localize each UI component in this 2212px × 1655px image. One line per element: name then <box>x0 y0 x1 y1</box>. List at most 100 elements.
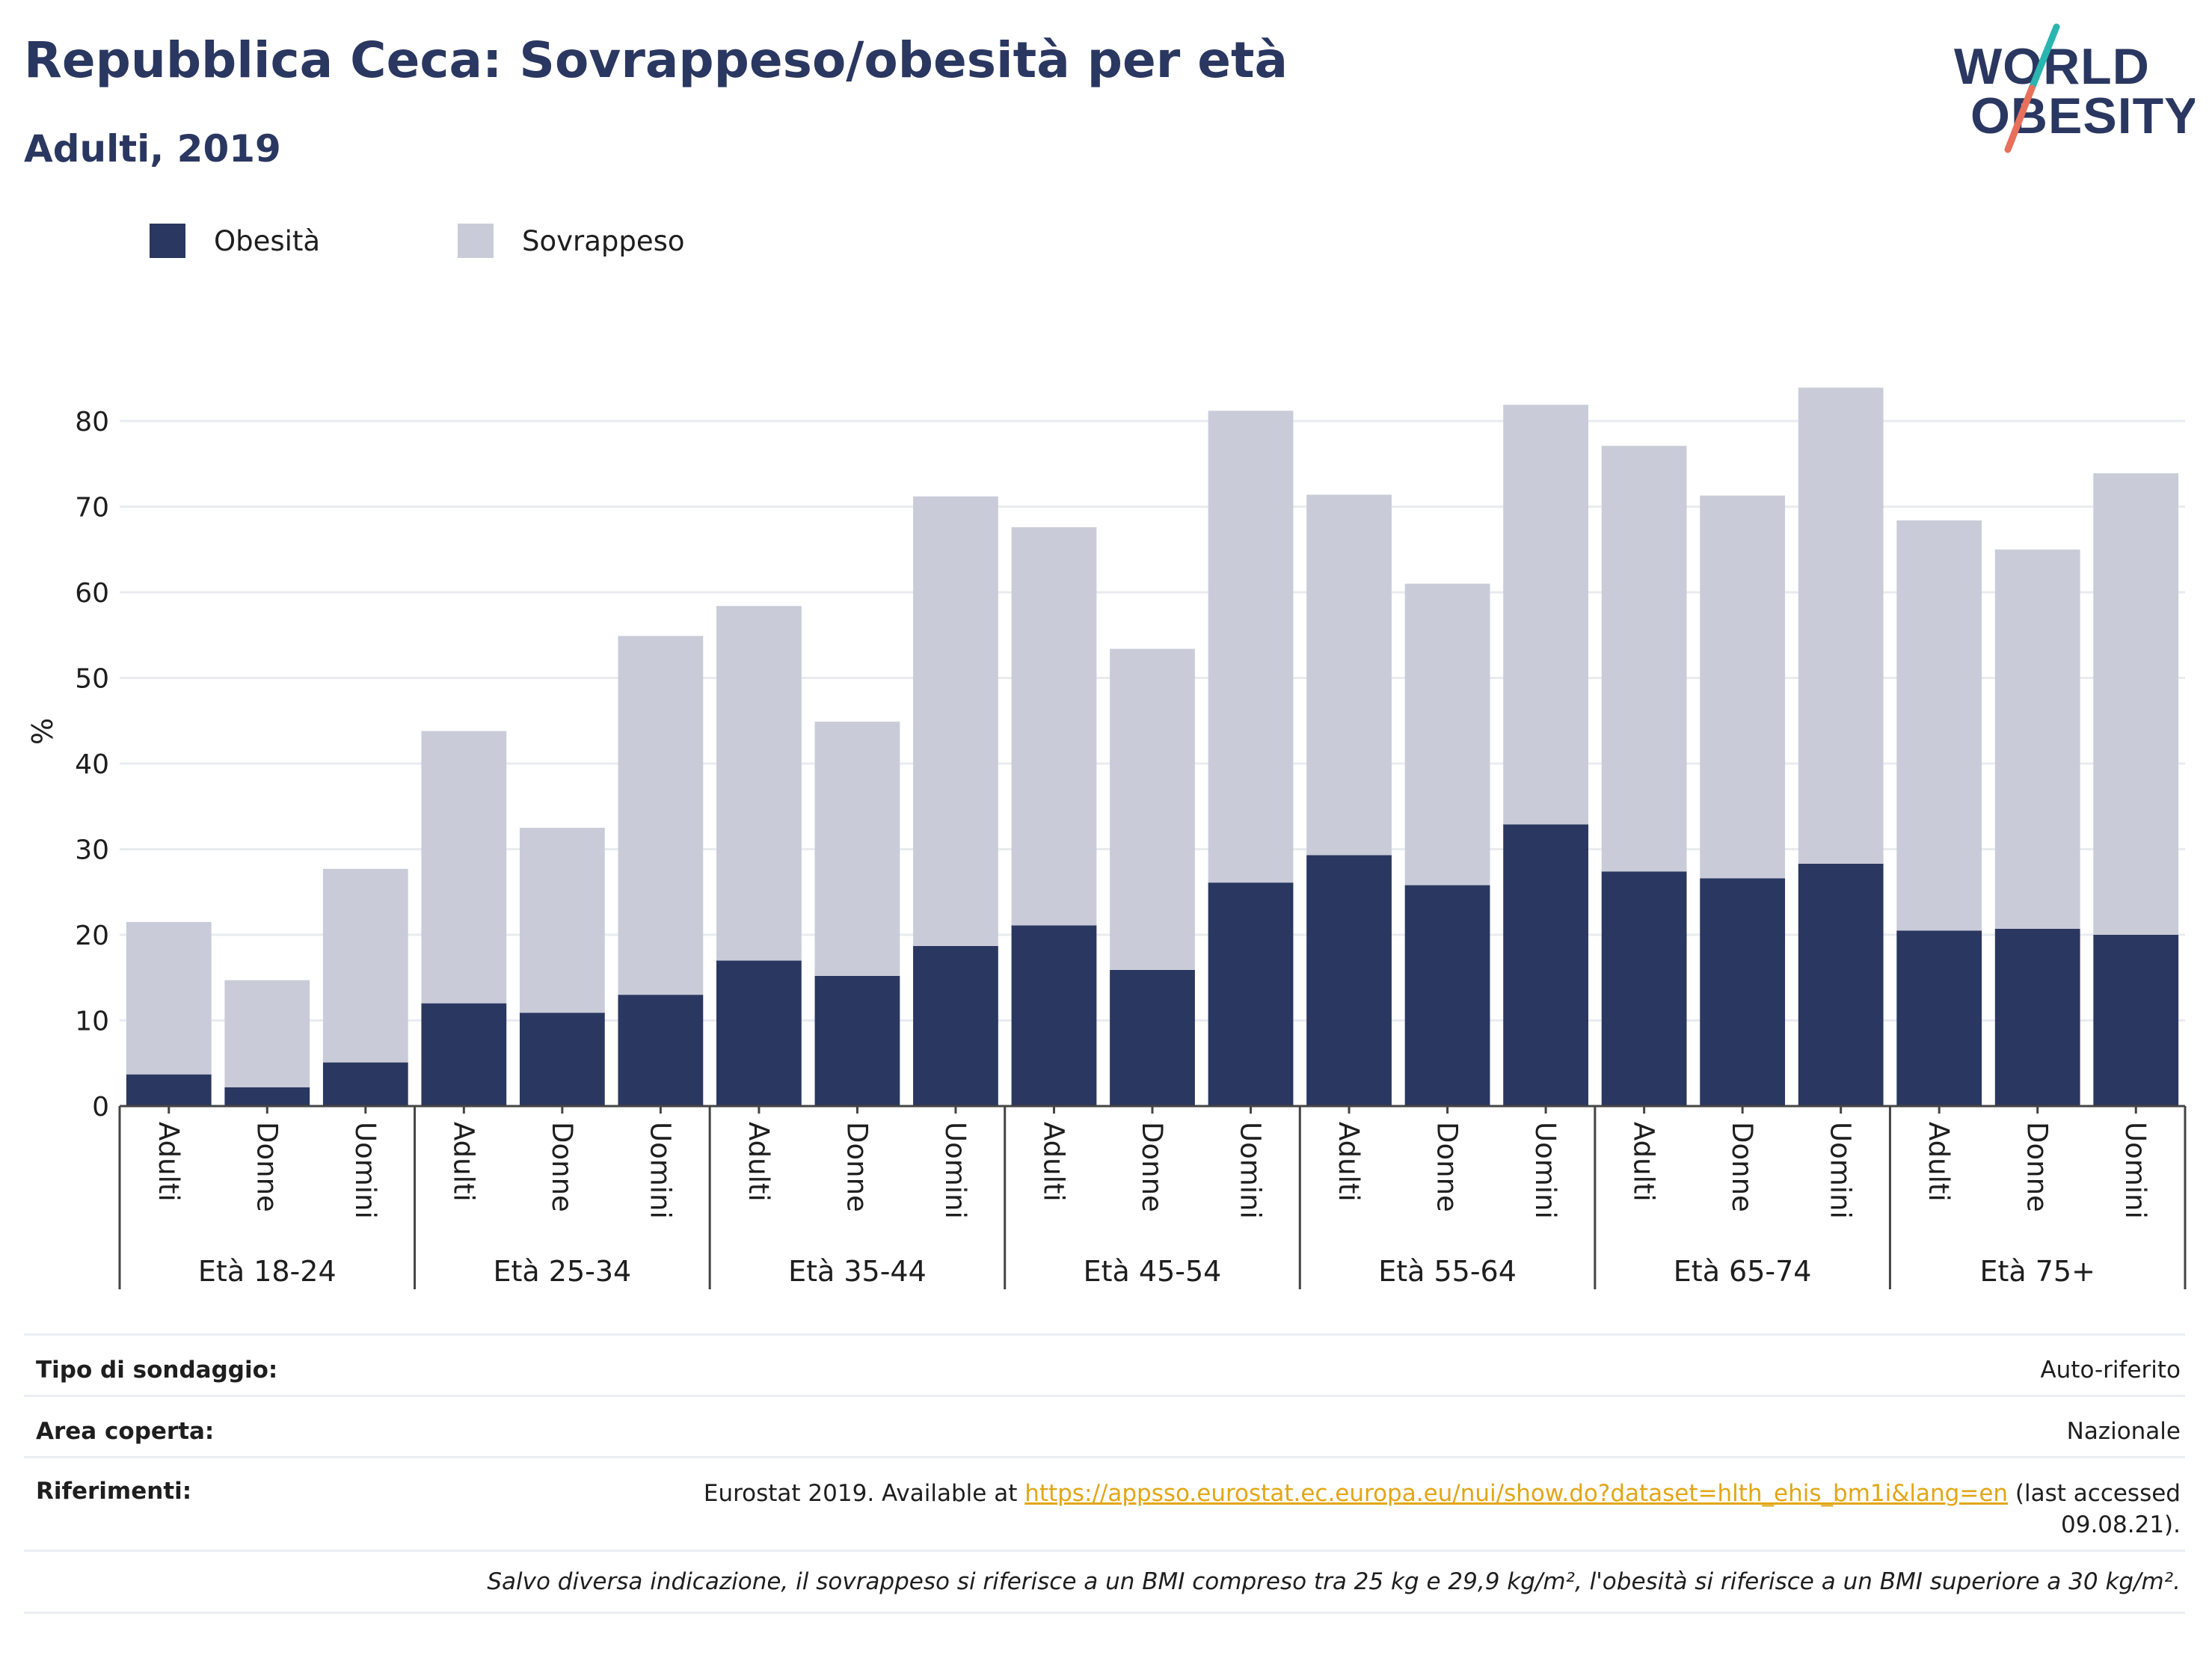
info-label-area: Area coperta: <box>36 1418 215 1445</box>
reference-accessed-date: 09.08.21). <box>2061 1511 2181 1538</box>
x-tick-label-uomini: Uomini <box>939 1122 971 1219</box>
group-label: Età 45-54 <box>1084 1255 1222 1288</box>
info-label-references: Riferimenti: <box>36 1478 192 1505</box>
reference-prefix: Eurostat 2019. Available at <box>703 1480 1025 1507</box>
x-tick-label-adulti: Adulti <box>1923 1122 1955 1202</box>
bar-sovrappeso <box>1110 648 1195 970</box>
x-tick-label-donne: Donne <box>251 1122 283 1212</box>
reference-link[interactable]: https://appsso.eurostat.ec.europa.eu/nui… <box>1024 1480 2009 1507</box>
x-tick-label-donne: Donne <box>1136 1122 1168 1212</box>
x-tick-label-donne: Donne <box>1726 1122 1758 1212</box>
footnote: Salvo diversa indicazione, il sovrappeso… <box>24 1550 2185 1614</box>
info-row-survey-type: Tipo di sondaggio: Auto-riferito <box>24 1333 2185 1395</box>
y-tick-label: 10 <box>75 1007 109 1037</box>
bar-obesita <box>322 1062 408 1106</box>
bar-obesita <box>1798 863 1884 1106</box>
x-tick-label-adulti: Adulti <box>447 1122 479 1202</box>
y-axis-label: % <box>26 718 59 745</box>
bar-sovrappeso <box>618 636 704 995</box>
info-row-references: Riferimenti: Eurostat 2019. Available at… <box>24 1456 2185 1550</box>
group-label: Età 25-34 <box>494 1255 632 1288</box>
bar-sovrappeso <box>1896 520 1982 931</box>
x-tick-label-uomini: Uomini <box>349 1122 381 1219</box>
bar-sovrappeso <box>1994 549 2080 929</box>
legend-label-obesita: Obesità <box>214 224 321 257</box>
bars <box>126 387 2179 1106</box>
bar-obesita <box>1404 885 1490 1106</box>
bar-obesita <box>1700 878 1786 1106</box>
x-tick-label-adulti: Adulti <box>1037 1122 1069 1202</box>
bar-obesita <box>1503 824 1588 1106</box>
logo-slash-coral <box>2004 85 2036 153</box>
axes: 0 10 20 30 40 50 60 70 80 Adulti Donne Uomini Adulti… <box>75 407 2187 1289</box>
x-tick-label-uomini: Uomini <box>1235 1122 1267 1219</box>
x-tick-label-donne: Donne <box>1431 1122 1463 1212</box>
bar-sovrappeso <box>322 868 408 1063</box>
y-tick-label: 30 <box>75 835 109 866</box>
bar-obesita <box>2093 935 2179 1106</box>
group-label: Età 75+ <box>1979 1255 2095 1288</box>
bar-obesita <box>913 945 998 1106</box>
logo-text-obesity: OBESITY <box>1970 87 2195 144</box>
info-table: Tipo di sondaggio: Auto-riferito Area co… <box>24 1333 2185 1614</box>
bar-obesita <box>1306 855 1392 1106</box>
legend-item-sovrappeso[interactable]: Sovrappeso <box>458 221 685 260</box>
bar-sovrappeso <box>1503 405 1588 825</box>
bar-sovrappeso <box>1700 495 1786 879</box>
x-tick-label-adulti: Adulti <box>153 1122 185 1202</box>
bar-obesita <box>421 1003 507 1106</box>
bar-obesita <box>224 1087 310 1106</box>
y-tick-label: 70 <box>75 493 109 523</box>
x-tick-label-donne: Donne <box>2021 1122 2053 1212</box>
x-tick-label-donne: Donne <box>841 1122 873 1212</box>
bar-sovrappeso <box>1011 526 1097 926</box>
bar-sovrappeso <box>913 496 998 946</box>
group-label: Età 18-24 <box>198 1255 337 1288</box>
x-tick-label-adulti: Adulti <box>743 1122 775 1202</box>
bar-obesita <box>519 1013 605 1106</box>
info-row-area: Area coperta: Nazionale <box>24 1395 2185 1456</box>
x-tick-label-uomini: Uomini <box>1529 1122 1561 1219</box>
bar-sovrappeso <box>421 731 507 1004</box>
bar-sovrappeso <box>126 921 212 1075</box>
y-tick-label: 80 <box>75 407 109 437</box>
logo-slash-teal <box>2028 23 2060 92</box>
legend-item-obesita[interactable]: Obesità <box>150 221 320 260</box>
y-tick-label: 50 <box>75 664 109 695</box>
bar-obesita <box>1011 925 1097 1106</box>
bar-obesita <box>1896 930 1982 1106</box>
x-tick-label-donne: Donne <box>546 1122 578 1212</box>
info-value-references: Eurostat 2019. Available at https://apps… <box>24 1458 2185 1541</box>
info-value-area: Nazionale <box>2066 1418 2181 1445</box>
x-tick-label-adulti: Adulti <box>1628 1122 1660 1202</box>
bar-sovrappeso <box>1306 494 1392 856</box>
legend-swatch-obesita <box>150 224 185 258</box>
legend-swatch-sovrappeso <box>458 224 494 258</box>
chart-title: Repubblica Ceca: Sovrappeso/obesità per … <box>24 31 1288 89</box>
bar-obesita <box>1208 882 1294 1106</box>
bar-obesita <box>1994 928 2080 1106</box>
x-tick-label-adulti: Adulti <box>1333 1122 1365 1202</box>
bar-sovrappeso <box>1404 583 1490 885</box>
bar-sovrappeso <box>519 827 605 1013</box>
info-value-survey-type: Auto-riferito <box>2040 1357 2181 1384</box>
bar-sovrappeso <box>1208 411 1294 883</box>
bar-sovrappeso <box>1798 387 1884 864</box>
bar-obesita <box>126 1074 212 1106</box>
bar-obesita <box>1601 871 1687 1106</box>
y-tick-label: 0 <box>92 1092 109 1123</box>
bar-sovrappeso <box>716 606 802 961</box>
x-tick-label-uomini: Uomini <box>644 1122 676 1219</box>
bar-obesita <box>618 995 704 1106</box>
bar-sovrappeso <box>224 980 310 1087</box>
group-label: Età 65-74 <box>1674 1255 1812 1288</box>
chart-subtitle: Adulti, 2019 <box>24 127 281 171</box>
bar-sovrappeso <box>814 721 900 976</box>
bar-obesita <box>814 975 900 1106</box>
reference-suffix: (last accessed <box>2008 1480 2181 1507</box>
info-label-survey-type: Tipo di sondaggio: <box>36 1357 278 1384</box>
group-label: Età 35-44 <box>788 1255 927 1288</box>
bar-obesita <box>1110 969 1195 1106</box>
bar-sovrappeso <box>1601 446 1687 872</box>
bar-chart: 0 10 20 30 40 50 60 70 80 Adulti Donne Uomini Adulti… <box>26 387 2187 1289</box>
